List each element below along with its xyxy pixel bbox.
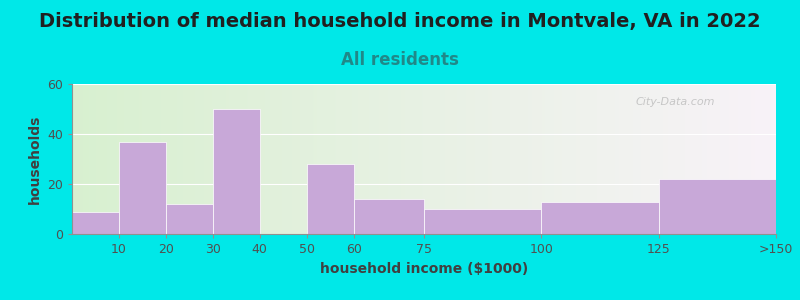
Bar: [72, 212, 119, 234]
Bar: [542, 202, 658, 234]
Bar: [658, 179, 776, 234]
Bar: [119, 142, 166, 234]
Bar: [306, 164, 354, 234]
Bar: [354, 199, 424, 234]
Bar: [424, 209, 542, 234]
Y-axis label: households: households: [27, 114, 42, 204]
Text: Distribution of median household income in Montvale, VA in 2022: Distribution of median household income …: [39, 11, 761, 31]
Text: City-Data.com: City-Data.com: [635, 97, 714, 107]
Text: All residents: All residents: [341, 51, 459, 69]
X-axis label: household income ($1000): household income ($1000): [320, 262, 528, 276]
Bar: [166, 204, 213, 234]
Bar: [213, 109, 260, 234]
